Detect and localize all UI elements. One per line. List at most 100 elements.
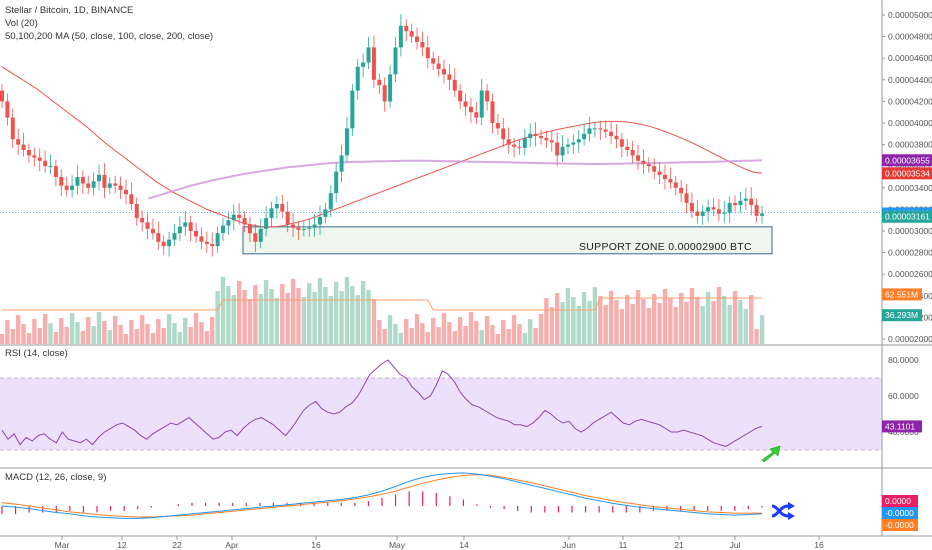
candle-body <box>738 200 743 206</box>
price-badge <box>882 210 932 223</box>
candle-body <box>587 128 592 134</box>
macd-badge-label: -0.0000 <box>885 508 914 518</box>
candle-body <box>415 36 420 42</box>
candle-body <box>70 185 75 190</box>
candle-body <box>366 47 371 63</box>
time-tick-label: May <box>389 540 406 550</box>
candle-body <box>210 243 215 247</box>
volume-bar <box>177 332 183 344</box>
candle-body <box>393 47 398 75</box>
volume-bar <box>344 277 350 344</box>
candle-body <box>177 226 182 234</box>
candle-body <box>668 179 673 183</box>
volume-bar <box>107 330 113 344</box>
volume-bar <box>32 319 37 344</box>
volume-bar <box>716 287 722 344</box>
volume-bar <box>280 284 285 344</box>
macd-badge <box>882 507 918 519</box>
candle-body <box>5 101 10 118</box>
candle-body <box>26 150 31 156</box>
volume-bar <box>360 281 366 344</box>
candle-body <box>350 90 355 129</box>
candle-body <box>447 74 452 80</box>
candle-body <box>301 228 306 230</box>
volume-bar <box>193 313 199 344</box>
candle-body <box>231 214 236 221</box>
volume-bar <box>576 306 581 344</box>
candle-body <box>749 198 754 206</box>
volume-bar <box>420 323 425 344</box>
volume-bar <box>96 312 102 344</box>
volume-bar <box>457 317 463 344</box>
candle-body <box>490 101 495 123</box>
volume-ma-line <box>2 297 762 311</box>
candle-body <box>630 150 635 156</box>
candle-body <box>684 193 689 203</box>
volume-bar <box>156 319 161 344</box>
volume-badge-label: 62.551M <box>885 289 918 299</box>
volume-bar <box>431 318 436 344</box>
support-zone-label: SUPPORT ZONE 0.00002900 BTC <box>579 241 752 253</box>
candle-body <box>619 139 624 147</box>
volume-bar <box>414 314 420 344</box>
volume-bar <box>387 315 393 344</box>
volume-bar <box>48 323 53 344</box>
volume-bar <box>565 288 571 344</box>
candle-body <box>307 227 312 229</box>
candle-body <box>727 202 732 213</box>
candle-body <box>474 112 479 118</box>
volume-bar <box>581 292 587 344</box>
time-tick-label: Apr <box>225 540 238 550</box>
rsi-tick-label: 80.0000 <box>888 355 919 365</box>
candle-body <box>555 142 560 156</box>
macd-badge-label: 0.0000 <box>885 496 911 506</box>
candle-body <box>463 101 468 107</box>
price-badge-label: 0.00003161 <box>885 212 930 222</box>
candle-body <box>404 25 409 32</box>
price-tick-label: 0.00002800 <box>888 248 932 258</box>
volume-bar <box>285 293 290 344</box>
volume-bar <box>743 309 749 344</box>
volume-bar <box>339 291 344 344</box>
candle-body <box>102 174 107 188</box>
candle-body <box>86 183 91 188</box>
price-tick-label: 0.00004600 <box>888 53 932 63</box>
candle-body <box>743 198 748 201</box>
candle-body <box>328 193 333 210</box>
candle-body <box>10 117 15 140</box>
candle-body <box>436 63 441 69</box>
candle-body <box>150 228 155 234</box>
candle-body <box>80 177 85 184</box>
candle-body <box>609 131 614 136</box>
volume-bar <box>538 314 544 344</box>
candle-body <box>716 209 721 214</box>
price-tick-label: 0.00003800 <box>888 140 932 150</box>
candle-body <box>97 174 102 182</box>
volume-bar <box>312 292 317 344</box>
volume-bar <box>172 323 177 344</box>
volume-bar <box>15 315 21 344</box>
candle-body <box>339 155 344 172</box>
price-tick-label: 0.00005000 <box>888 10 932 20</box>
time-tick-label: 16 <box>311 540 321 550</box>
volume-bar <box>123 334 129 344</box>
volume-bar <box>210 317 215 344</box>
volume-bar <box>42 314 48 344</box>
price-badge-label: 0.00003655 <box>885 155 930 165</box>
candle-body <box>533 133 538 136</box>
volume-bar <box>247 299 253 344</box>
candle-body <box>495 123 500 129</box>
shuffle-icon[interactable] <box>771 502 795 520</box>
candle-body <box>274 204 279 209</box>
volume-bar <box>102 321 107 344</box>
rsi-band <box>0 378 882 450</box>
volume-bar <box>619 309 625 344</box>
candle-body <box>371 47 376 80</box>
volume-bar <box>166 314 172 344</box>
volume-bar <box>199 322 204 344</box>
volume-bar <box>236 281 242 344</box>
candle-body <box>64 185 69 190</box>
volume-bar <box>727 305 732 344</box>
volume-bar <box>490 325 495 344</box>
